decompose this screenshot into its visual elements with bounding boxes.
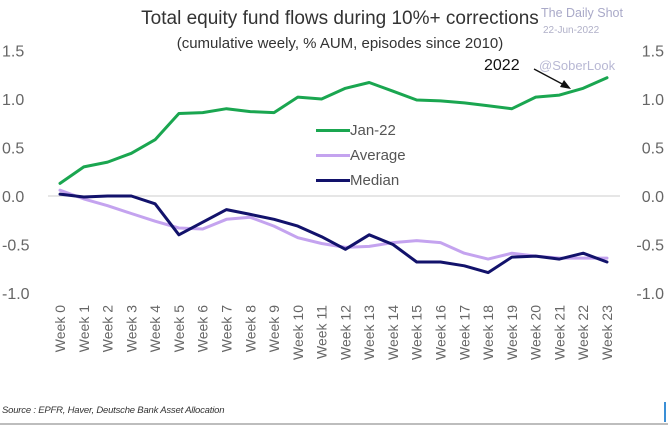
x-tick-label: Week 3 xyxy=(123,305,139,352)
x-tick-label: Week 18 xyxy=(480,305,496,360)
x-tick-label: Week 2 xyxy=(100,305,116,352)
bottom-rule xyxy=(0,423,668,425)
chart-subtitle: (cumulative weely, % AUM, episodes since… xyxy=(176,35,504,52)
x-tick-label: Week 6 xyxy=(195,305,211,352)
x-tick-label: Week 23 xyxy=(599,305,615,360)
x-tick-label: Week 20 xyxy=(528,305,544,360)
series-line-median xyxy=(58,192,609,275)
y-tick-label-right: 1.0 xyxy=(642,92,664,109)
x-axis: Week 0 Week 1 Week 2 Week 3 Week 4 Week 5 Week… xyxy=(52,305,615,360)
y-tick-label-left: -0.5 xyxy=(2,238,30,255)
x-tick-label: Week 16 xyxy=(433,305,449,360)
series-lines xyxy=(58,76,609,275)
x-tick-label: Week 1 xyxy=(76,305,92,352)
x-tick-label: Week 13 xyxy=(361,305,377,360)
y-tick-label-right: 0.5 xyxy=(642,141,664,158)
x-tick-label: Week 0 xyxy=(52,305,68,352)
x-tick-label: Week 17 xyxy=(456,305,472,360)
x-tick-label: Week 10 xyxy=(290,305,306,360)
y-axis-right: 1.5 1.0 0.5 0.0 -0.5 -1.0 xyxy=(636,44,664,304)
watermark-handle: @SoberLook xyxy=(539,58,616,73)
x-tick-label: Week 9 xyxy=(266,305,282,352)
y-tick-label-left: 1.5 xyxy=(2,44,24,61)
legend-label-jan22: Jan-22 xyxy=(350,122,396,139)
legend-label-average: Average xyxy=(350,147,406,164)
chart-title: Total equity fund flows during 10%+ corr… xyxy=(141,8,539,29)
x-tick-label: Week 15 xyxy=(409,305,425,360)
x-tick-label: Week 19 xyxy=(504,305,520,360)
y-tick-label-left: -1.0 xyxy=(2,286,30,303)
y-tick-label-left: 0.0 xyxy=(2,189,24,206)
y-tick-label-right: -0.5 xyxy=(636,238,664,255)
x-tick-label: Week 8 xyxy=(242,305,258,352)
legend-item-median: Median xyxy=(316,168,406,193)
watermark-date: 22-Jun-2022 xyxy=(543,25,600,36)
legend-swatch-jan22 xyxy=(316,129,350,132)
legend-item-jan22: Jan-22 xyxy=(316,118,406,143)
y-tick-label-left: 1.0 xyxy=(2,92,24,109)
x-tick-label: Week 22 xyxy=(575,305,591,360)
y-tick-label-right: 1.5 xyxy=(642,44,664,61)
x-tick-label: Week 14 xyxy=(385,305,401,360)
annotation-arrow xyxy=(533,68,571,89)
watermark-brand: The Daily Shot xyxy=(541,6,623,20)
annotation-label: 2022 xyxy=(484,57,520,74)
arrow-shaft xyxy=(533,68,567,87)
edge-marker xyxy=(664,402,666,422)
source-note: Source : EPFR, Haver, Deutsche Bank Asse… xyxy=(2,405,225,416)
y-tick-label-right: 0.0 xyxy=(642,189,664,206)
y-axis-left: 1.5 1.0 0.5 0.0 -0.5 -1.0 xyxy=(2,44,30,304)
legend-item-average: Average xyxy=(316,143,406,168)
series-line-average xyxy=(58,188,609,261)
x-tick-label: Week 12 xyxy=(337,305,353,360)
arrow-head xyxy=(560,80,571,89)
y-tick-label-right: -1.0 xyxy=(636,286,664,303)
x-tick-label: Week 11 xyxy=(314,305,330,359)
x-tick-label: Week 4 xyxy=(147,305,163,352)
x-tick-label: Week 5 xyxy=(171,305,187,352)
y-tick-label-left: 0.5 xyxy=(2,141,24,158)
legend-swatch-median xyxy=(316,179,350,182)
legend-swatch-average xyxy=(316,154,350,157)
x-tick-label: Week 7 xyxy=(218,305,234,352)
legend-label-median: Median xyxy=(350,172,400,189)
legend: Jan-22 Average Median xyxy=(316,118,406,193)
series-line-jan-22 xyxy=(58,76,609,185)
x-tick-label: Week 21 xyxy=(551,305,567,360)
